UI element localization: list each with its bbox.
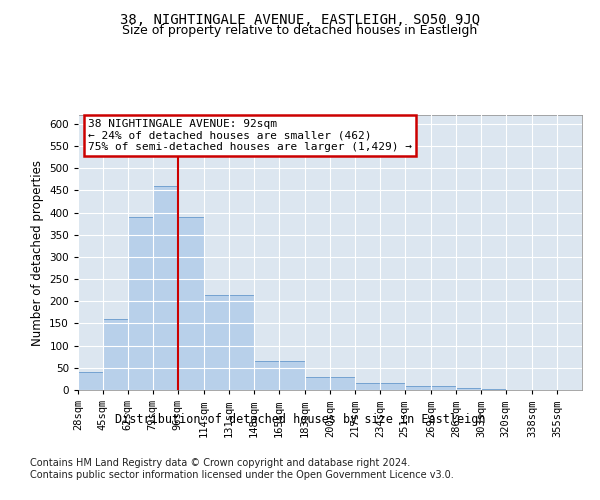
Bar: [481, 389, 506, 390]
Text: Size of property relative to detached houses in Eastleigh: Size of property relative to detached ho…: [122, 24, 478, 37]
Bar: [405, 386, 431, 390]
Bar: [330, 376, 355, 390]
Text: 38, NIGHTINGALE AVENUE, EASTLEIGH, SO50 9JQ: 38, NIGHTINGALE AVENUE, EASTLEIGH, SO50 …: [120, 12, 480, 26]
Bar: [456, 388, 481, 390]
Bar: [128, 217, 153, 390]
Bar: [153, 186, 178, 390]
Text: Contains public sector information licensed under the Open Government Licence v3: Contains public sector information licen…: [30, 470, 454, 480]
Bar: [178, 217, 204, 390]
Text: 38 NIGHTINGALE AVENUE: 92sqm
← 24% of detached houses are smaller (462)
75% of s: 38 NIGHTINGALE AVENUE: 92sqm ← 24% of de…: [88, 119, 412, 152]
Bar: [305, 376, 330, 390]
Text: Distribution of detached houses by size in Eastleigh: Distribution of detached houses by size …: [115, 412, 485, 426]
Bar: [103, 319, 128, 390]
Bar: [355, 384, 380, 390]
Text: Contains HM Land Registry data © Crown copyright and database right 2024.: Contains HM Land Registry data © Crown c…: [30, 458, 410, 468]
Bar: [229, 294, 254, 390]
Bar: [204, 294, 229, 390]
Y-axis label: Number of detached properties: Number of detached properties: [31, 160, 44, 346]
Bar: [78, 372, 103, 390]
Bar: [431, 386, 456, 390]
Bar: [254, 361, 279, 390]
Bar: [279, 361, 305, 390]
Bar: [380, 384, 405, 390]
